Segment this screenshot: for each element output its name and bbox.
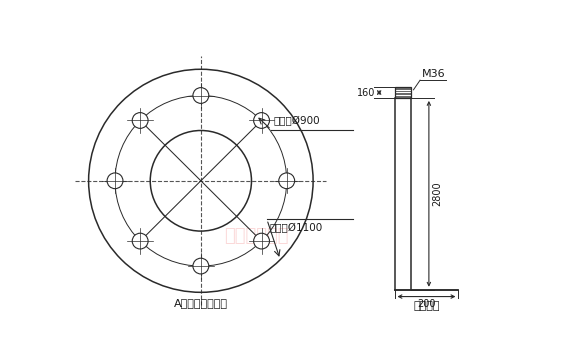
Ellipse shape — [193, 258, 209, 274]
Ellipse shape — [279, 173, 295, 189]
Text: 地脚螺栓: 地脚螺栓 — [413, 301, 440, 311]
Text: M36: M36 — [422, 69, 446, 79]
Ellipse shape — [254, 233, 269, 249]
Ellipse shape — [254, 113, 269, 129]
Text: 法兰盘Ø1100: 法兰盘Ø1100 — [269, 223, 323, 233]
Ellipse shape — [132, 233, 148, 249]
Text: 安装距Ø900: 安装距Ø900 — [273, 116, 320, 126]
Ellipse shape — [193, 88, 209, 103]
Bar — [395, 87, 411, 98]
Text: 200: 200 — [417, 299, 436, 309]
Ellipse shape — [107, 173, 123, 189]
Text: 160: 160 — [357, 88, 375, 97]
Text: 东莎七度照明: 东莎七度照明 — [224, 227, 288, 245]
Text: 2800: 2800 — [432, 182, 442, 206]
Ellipse shape — [132, 113, 148, 129]
Text: A、法兰盘示意图: A、法兰盘示意图 — [174, 297, 228, 308]
